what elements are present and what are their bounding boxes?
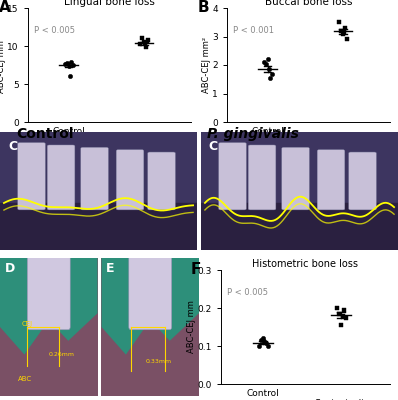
- Point: [334, 305, 341, 311]
- Point: [266, 66, 272, 72]
- Point: [338, 322, 344, 328]
- Text: 0.33mm: 0.33mm: [145, 359, 172, 364]
- Text: C: C: [8, 140, 17, 153]
- Text: Control: Control: [16, 127, 73, 141]
- Point: [336, 310, 343, 317]
- Text: P. gingivalis: P. gingivalis: [316, 137, 369, 146]
- Text: P. gingivalis: P. gingivalis: [207, 127, 299, 141]
- Point: [264, 56, 271, 62]
- Point: [143, 44, 150, 50]
- Point: [67, 72, 73, 79]
- Point: [265, 343, 271, 349]
- Point: [142, 40, 148, 46]
- Point: [343, 314, 349, 321]
- Text: P < 0.005: P < 0.005: [227, 288, 268, 297]
- Y-axis label: ABC-CEJ mm²: ABC-CEJ mm²: [0, 37, 6, 93]
- FancyBboxPatch shape: [148, 152, 176, 210]
- Point: [341, 307, 347, 313]
- Point: [137, 41, 143, 48]
- Point: [263, 60, 269, 67]
- Y-axis label: ABC-CEJ mm: ABC-CEJ mm: [187, 300, 196, 354]
- Text: 0.26mm: 0.26mm: [49, 352, 75, 357]
- Text: D: D: [5, 262, 15, 275]
- Point: [258, 337, 264, 344]
- Point: [145, 37, 152, 43]
- Text: ABC: ABC: [18, 376, 32, 382]
- Point: [62, 61, 68, 68]
- FancyBboxPatch shape: [27, 255, 70, 330]
- Point: [64, 60, 70, 66]
- Text: P. gingivalis: P. gingivalis: [315, 399, 368, 400]
- Y-axis label: ABC-CEJ mm²: ABC-CEJ mm²: [202, 37, 211, 93]
- Point: [65, 63, 72, 69]
- FancyBboxPatch shape: [129, 255, 172, 330]
- Point: [256, 343, 262, 349]
- FancyBboxPatch shape: [18, 143, 45, 210]
- Title: Buccal bone loss: Buccal bone loss: [265, 0, 352, 7]
- Text: A: A: [0, 0, 10, 15]
- Point: [342, 25, 349, 31]
- Point: [336, 19, 342, 26]
- Text: P < 0.005: P < 0.005: [34, 26, 75, 35]
- Text: B: B: [197, 0, 209, 15]
- Title: Histometric bone loss: Histometric bone loss: [252, 259, 359, 269]
- Point: [341, 29, 347, 36]
- Point: [267, 75, 273, 81]
- Title: Lingual bone loss: Lingual bone loss: [64, 0, 155, 7]
- FancyBboxPatch shape: [81, 147, 108, 210]
- Point: [338, 28, 344, 34]
- Point: [344, 36, 351, 42]
- FancyBboxPatch shape: [116, 150, 144, 210]
- Text: F: F: [191, 262, 201, 277]
- Point: [260, 335, 266, 342]
- Polygon shape: [0, 258, 49, 354]
- Text: P. gingivalis: P. gingivalis: [117, 137, 170, 146]
- FancyBboxPatch shape: [47, 145, 75, 210]
- FancyBboxPatch shape: [349, 152, 377, 210]
- Point: [263, 340, 269, 346]
- Point: [141, 39, 147, 45]
- FancyBboxPatch shape: [282, 147, 309, 210]
- Polygon shape: [44, 258, 98, 341]
- Point: [261, 59, 267, 65]
- Text: CEJ: CEJ: [21, 321, 33, 327]
- Text: C: C: [209, 140, 218, 153]
- Text: P < 0.001: P < 0.001: [233, 26, 274, 35]
- Point: [261, 338, 268, 345]
- Polygon shape: [101, 258, 150, 354]
- Point: [70, 62, 76, 68]
- Point: [340, 30, 346, 37]
- Polygon shape: [145, 258, 199, 341]
- Text: E: E: [106, 262, 115, 275]
- FancyBboxPatch shape: [248, 145, 276, 210]
- Point: [339, 312, 346, 319]
- FancyBboxPatch shape: [317, 150, 345, 210]
- Point: [68, 59, 74, 65]
- Point: [139, 34, 145, 41]
- FancyBboxPatch shape: [219, 143, 246, 210]
- Point: [269, 70, 275, 77]
